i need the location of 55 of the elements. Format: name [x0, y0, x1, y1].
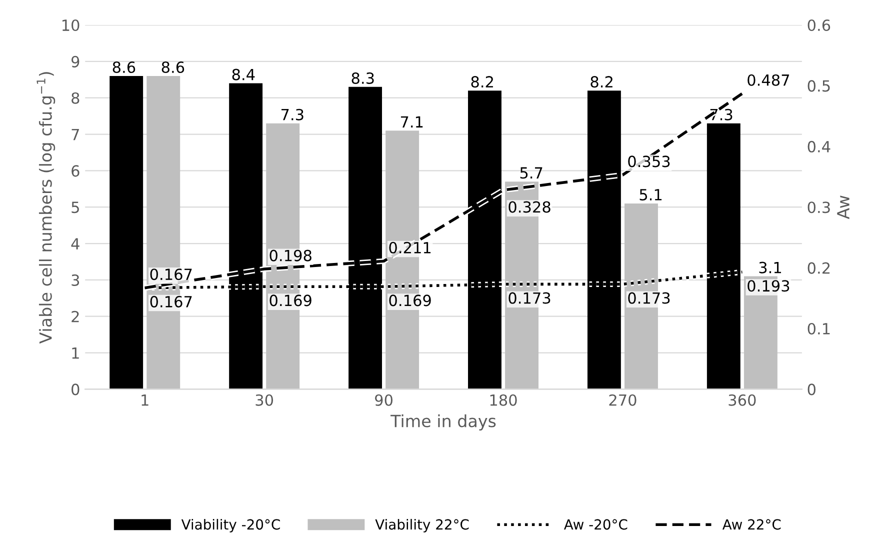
data-label: 8.4: [232, 68, 255, 80]
x-tick-label: 180: [490, 394, 517, 406]
y-tick-label: 7: [72, 128, 79, 140]
y-tick-label: 5: [72, 202, 79, 214]
y-tick-label: 6: [72, 165, 80, 177]
data-label: 0.198: [270, 250, 312, 262]
y-tick-label: 2: [72, 310, 79, 322]
data-label: 7.3: [710, 108, 732, 120]
y-tick-label: 10: [62, 19, 80, 32]
y2-tick-label: 0: [808, 384, 816, 396]
data-label: 0.487: [748, 74, 790, 86]
y2-tick-label: 0.6: [808, 19, 830, 32]
data-label: 0.167: [150, 268, 192, 280]
x-axis-title: Time in days: [390, 414, 496, 431]
data-label: 8.2: [590, 76, 612, 88]
data-label: 7.3: [282, 108, 304, 120]
data-label: 0.211: [389, 242, 431, 254]
data-label: 0.353: [628, 156, 670, 168]
x-tick-label: 30: [256, 394, 274, 406]
data-label: 8.6: [162, 61, 184, 74]
y-axis-title: Viable cell numbers (log cfu.g$^{−1}$): [36, 72, 56, 344]
data-label: 8.3: [352, 72, 374, 84]
y2-tick-label: 0.1: [808, 322, 830, 335]
y-tick-label: 4: [71, 238, 80, 250]
y2-tick-label: 0.3: [808, 202, 830, 214]
x-tick-label: 90: [375, 394, 392, 406]
data-label: 0.169: [270, 294, 312, 306]
data-label: 0.169: [389, 294, 431, 306]
legend-label: Viability -20°C: [181, 518, 280, 532]
x-tick-label: 360: [728, 394, 756, 406]
data-label: 0.173: [508, 292, 550, 304]
data-label: 0.328: [508, 201, 550, 213]
data-label: 5.1: [640, 189, 662, 201]
y2-tick-label: 0.5: [808, 80, 830, 92]
data-label: 8.6: [112, 61, 136, 74]
y2-axis-title: Aw: [837, 196, 850, 220]
y-tick-label: 0: [72, 384, 80, 396]
data-label: 0.167: [150, 296, 192, 308]
data-label: 0.193: [748, 280, 790, 292]
data-label: 0.173: [628, 292, 670, 304]
data-label: 7.1: [400, 116, 423, 128]
x-tick-label: 1: [142, 394, 148, 406]
y-tick-label: 9: [72, 56, 80, 68]
x-tick-label: 270: [609, 394, 636, 406]
data-label: 3.1: [759, 262, 781, 274]
data-label: 8.2: [471, 76, 493, 88]
data-label: 5.7: [520, 167, 542, 179]
y2-tick-label: 0.4: [808, 140, 830, 152]
y-tick-label: 1: [72, 347, 79, 359]
y2-tick-label: 0.2: [808, 262, 830, 274]
y-tick-label: 3: [72, 274, 80, 286]
legend-label: Aw 22°C: [722, 519, 781, 530]
y-tick-label: 8: [72, 92, 80, 104]
legend-label: Aw -20°C: [564, 519, 628, 530]
legend-label: Viability 22°C: [375, 518, 469, 532]
